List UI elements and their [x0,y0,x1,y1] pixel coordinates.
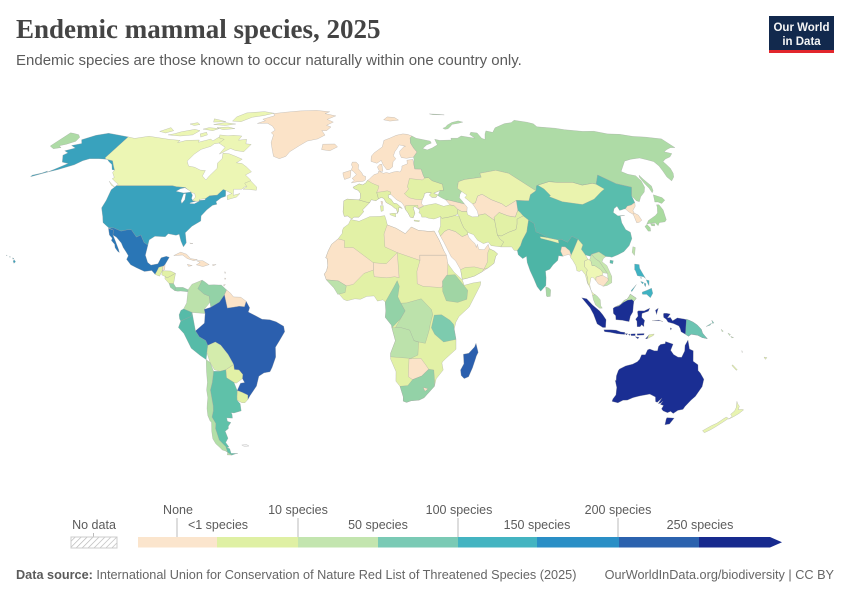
svg-text:150 species: 150 species [504,518,571,532]
svg-text:No data: No data [72,518,116,532]
svg-text:50 species: 50 species [348,518,408,532]
svg-text:<1 species: <1 species [188,518,248,532]
svg-text:10 species: 10 species [268,503,328,517]
svg-text:250 species: 250 species [667,518,734,532]
svg-text:None: None [163,503,193,517]
svg-text:200 species: 200 species [585,503,652,517]
svg-text:100 species: 100 species [426,503,493,517]
